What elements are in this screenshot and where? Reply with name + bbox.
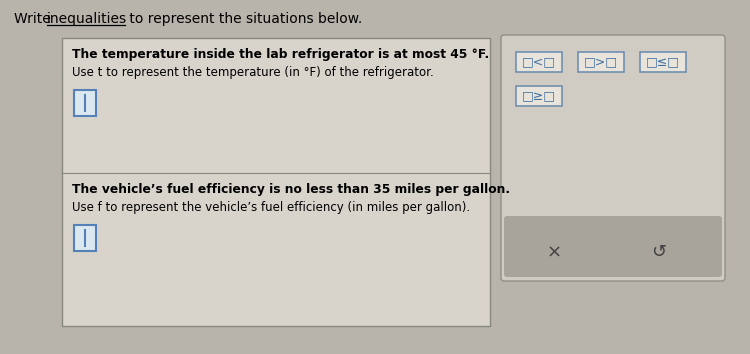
FancyBboxPatch shape: [516, 52, 562, 72]
Text: □<□: □<□: [522, 56, 556, 69]
Text: The vehicle’s fuel efficiency is no less than 35 miles per gallon.: The vehicle’s fuel efficiency is no less…: [72, 183, 510, 196]
Text: to represent the situations below.: to represent the situations below.: [125, 12, 362, 26]
FancyBboxPatch shape: [578, 52, 624, 72]
FancyBboxPatch shape: [640, 52, 686, 72]
Text: Use t to represent the temperature (in °F) of the refrigerator.: Use t to represent the temperature (in °…: [72, 66, 434, 79]
Text: The temperature inside the lab refrigerator is at most 45 °F.: The temperature inside the lab refrigera…: [72, 48, 489, 61]
Text: inequalities: inequalities: [47, 12, 127, 26]
FancyBboxPatch shape: [504, 216, 722, 277]
Text: ↺: ↺: [652, 244, 667, 262]
FancyBboxPatch shape: [501, 35, 725, 281]
Text: ×: ×: [547, 244, 562, 262]
FancyBboxPatch shape: [74, 225, 96, 251]
Text: □≥□: □≥□: [522, 90, 556, 103]
FancyBboxPatch shape: [74, 90, 96, 116]
FancyBboxPatch shape: [62, 38, 490, 326]
Text: Use f to represent the vehicle’s fuel efficiency (in miles per gallon).: Use f to represent the vehicle’s fuel ef…: [72, 201, 470, 214]
FancyBboxPatch shape: [507, 223, 719, 275]
Text: □>□: □>□: [584, 56, 618, 69]
FancyBboxPatch shape: [516, 86, 562, 106]
Text: Write: Write: [14, 12, 55, 26]
Text: □≤□: □≤□: [646, 56, 680, 69]
